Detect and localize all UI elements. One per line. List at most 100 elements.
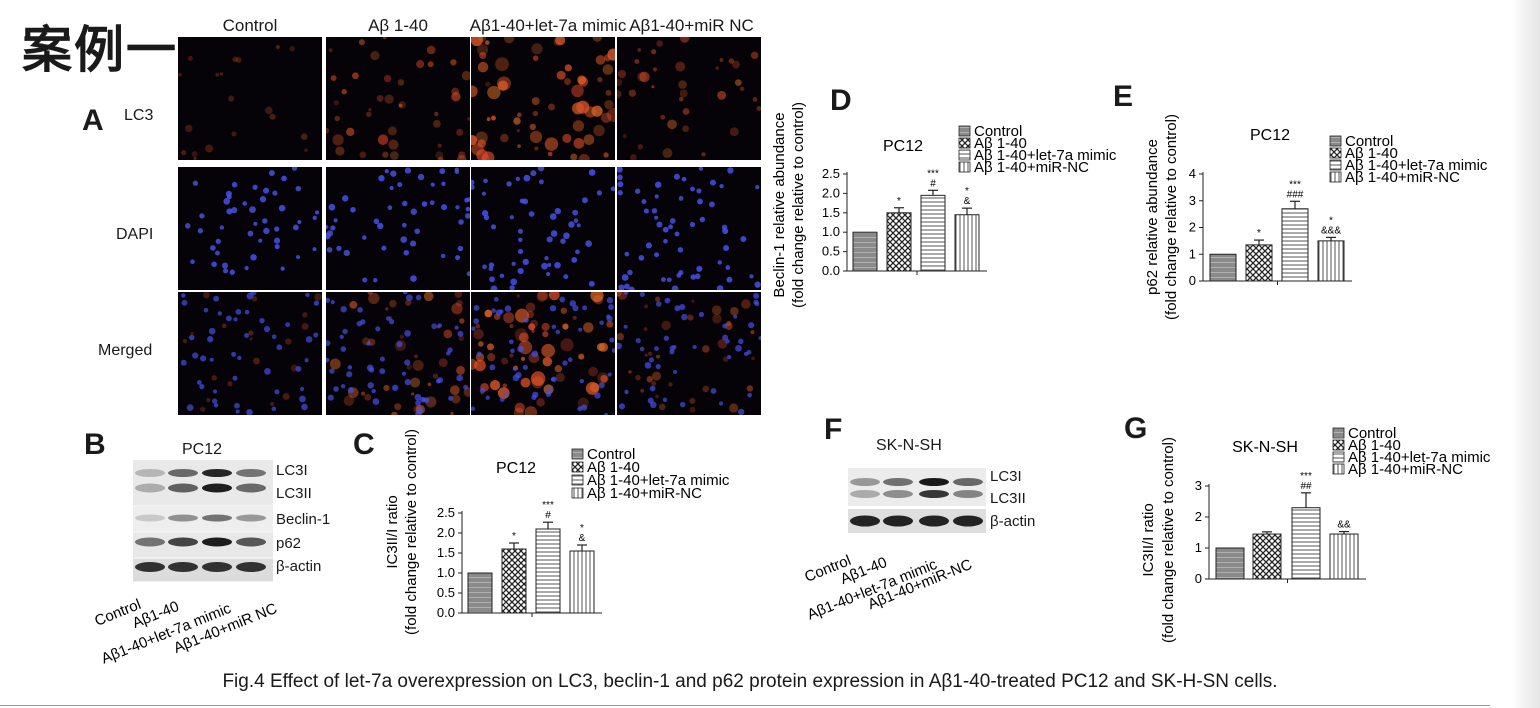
significance-mark: *	[897, 196, 901, 207]
panel-a-row-merged: Merged	[98, 342, 153, 359]
significance-mark: &&&	[1321, 225, 1341, 236]
legend-swatch-2	[1329, 147, 1342, 159]
bar-3	[535, 528, 561, 614]
band-lc3ii	[135, 483, 165, 493]
significance-mark: *	[1329, 215, 1333, 226]
y-axis-label-2: (fold change relative to control)	[403, 429, 420, 635]
micrograph-lc3-4	[617, 37, 761, 160]
legend-label-3: Aβ 1-40+let-7a mimic	[1345, 157, 1488, 174]
legend-label-4: Aβ 1-40+miR-NC	[1345, 169, 1460, 186]
bar-2	[1245, 244, 1273, 282]
significance-mark: ***	[1289, 179, 1301, 190]
bar-2	[1252, 533, 1282, 580]
micrograph-merged-1	[178, 292, 322, 415]
legend-label-1: Control	[974, 123, 1022, 140]
band-lc3ii-f	[883, 490, 913, 498]
chart-c: IC3II/I ratio (fold change relative to co…	[384, 429, 730, 635]
band-p62	[202, 537, 232, 547]
y-tick-label: 0	[1195, 571, 1202, 586]
band-beclin	[202, 514, 232, 522]
bar-3	[1291, 507, 1321, 580]
blot-strip-lc3-f	[848, 468, 986, 506]
band-lc3i	[135, 469, 165, 477]
significance-mark: *	[580, 523, 584, 534]
y-tick-label: 0.0	[822, 263, 840, 278]
panel-b-title: PC12	[182, 441, 223, 458]
y-tick-label: 1.0	[437, 565, 455, 580]
significance-mark: *	[512, 531, 516, 542]
bar-4	[1317, 240, 1345, 282]
panel-letter-a: A	[82, 104, 104, 137]
y-axis-label-2: (fold change relative to control)	[1163, 114, 1180, 320]
y-axis-label: Beclin-1 relative abundance	[771, 112, 788, 297]
legend-swatch-3	[1329, 159, 1342, 171]
significance-mark: *	[1257, 228, 1261, 239]
legend-label-2: Aβ 1-40	[1345, 145, 1398, 162]
band-actin-f	[850, 515, 880, 527]
y-axis-label-2: (fold change relative to control)	[790, 102, 807, 308]
band-beclin	[236, 514, 266, 522]
micrograph-merged-2	[326, 292, 470, 415]
panel-a-col-mirnc: Aβ1-40+miR NC	[629, 16, 754, 35]
panel-f-lane-labels: Control Aβ1-40 Aβ1-40+let-7a mimic Aβ1-4…	[802, 552, 974, 622]
band-lc3ii	[236, 483, 266, 493]
bar-3	[1281, 208, 1309, 282]
band-actin	[135, 562, 165, 572]
panel-f-band-lc3i: LC3I	[990, 468, 1022, 485]
panel-f-band-actin: β-actin	[990, 513, 1036, 530]
bar-2	[501, 548, 527, 614]
y-tick-label: 0	[1189, 273, 1196, 288]
panel-f-title: SK-N-SH	[876, 437, 942, 454]
page-edge-shadow	[1512, 0, 1540, 708]
legend-label-4: Aβ 1-40+miR-NC	[1348, 461, 1463, 478]
band-actin-f	[883, 515, 913, 527]
band-actin	[168, 562, 198, 572]
panel-letter-f: F	[824, 413, 843, 446]
legend-label-1: Control	[587, 446, 635, 463]
band-beclin	[135, 514, 165, 522]
y-tick-label: 2.0	[437, 525, 455, 540]
panel-letter-g: G	[1124, 412, 1148, 445]
y-axis-label: IC3II/I ratio	[384, 495, 401, 568]
legend-label-4: Aβ 1-40+miR-NC	[974, 159, 1089, 176]
panel-b-band-lc3ii: LC3II	[276, 485, 312, 502]
y-tick-label: 1.5	[437, 545, 455, 560]
micrograph-merged-4	[617, 292, 761, 415]
y-tick-label: 1	[1195, 540, 1202, 555]
micrograph-dapi-3	[471, 167, 615, 290]
significance-mark: ***	[542, 500, 554, 511]
panel-a-row-dapi: DAPI	[116, 226, 154, 243]
band-lc3i-f	[919, 478, 949, 486]
micrograph-dapi-2	[326, 167, 470, 290]
legend-label-3: Aβ 1-40+let-7a mimic	[974, 147, 1117, 164]
band-p62	[168, 537, 198, 547]
micrograph-dapi-4	[617, 167, 761, 290]
significance-mark: *	[965, 186, 969, 197]
figure-caption: Fig.4 Effect of let-7a overexpression on…	[222, 671, 1278, 692]
band-lc3i-f	[850, 478, 880, 486]
band-lc3i	[168, 469, 198, 477]
band-lc3ii-f	[919, 490, 949, 498]
y-tick-label: 1.0	[822, 224, 840, 239]
legend-label-2: Aβ 1-40	[974, 135, 1027, 152]
y-tick-label: 4	[1189, 166, 1196, 181]
chart-title: PC12	[1250, 127, 1290, 144]
panel-f-band-lc3ii: LC3II	[990, 490, 1026, 507]
chart-d: Beclin-1 relative abundance (fold change …	[771, 102, 1117, 308]
case-title: 案例一	[22, 20, 178, 79]
band-lc3ii	[168, 483, 198, 493]
legend-label-1: Control	[1345, 133, 1393, 150]
legend-swatch-2	[1332, 439, 1345, 451]
significance-mark: ***	[927, 168, 939, 179]
y-tick-label: 0.0	[437, 605, 455, 620]
legend-swatch-1	[1329, 135, 1342, 147]
significance-mark: ###	[1287, 189, 1304, 200]
y-tick-label: 3	[1189, 193, 1196, 208]
panel-b-lane-labels: Control Aβ1-40 Aβ1-40+let-7a mimic Aβ1-4…	[92, 596, 279, 668]
panel-letter-d: D	[830, 84, 852, 117]
band-lc3ii	[202, 483, 232, 493]
legend-label-2: Aβ 1-40	[1348, 437, 1401, 454]
legend-swatch-2	[571, 461, 584, 473]
y-axis-label: IC3II/I ratio	[1140, 503, 1157, 576]
panel-b-band-lc3i: LC3I	[276, 462, 308, 479]
